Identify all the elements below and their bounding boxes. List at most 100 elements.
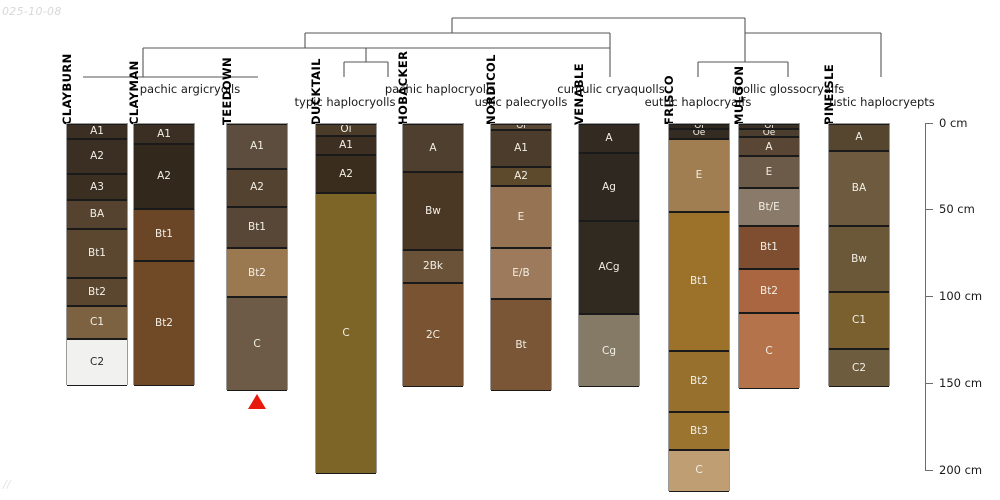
profile-column[interactable]: Oi Oe A E Bt/E Bt1 Bt2 C bbox=[738, 122, 800, 390]
horizon-Bt1[interactable]: Bt1 bbox=[134, 208, 194, 261]
dendrogram-leaf-typic-haplocryolls: typic haplocryolls bbox=[294, 95, 396, 109]
horizon-C2[interactable]: C2 bbox=[67, 338, 127, 386]
horizon-BA[interactable]: BA bbox=[67, 199, 127, 230]
profile-column[interactable]: A1 A2 Bt1 Bt2 C bbox=[226, 122, 288, 391]
horizon-E[interactable]: E bbox=[491, 185, 551, 249]
horizon-Cg[interactable]: Cg bbox=[579, 314, 639, 388]
axis-tick-label: 100 cm bbox=[939, 289, 983, 304]
horizon-label: Bt2 bbox=[87, 285, 106, 298]
horizon-A1[interactable]: A1 bbox=[227, 123, 287, 169]
horizon-C[interactable]: C bbox=[227, 297, 287, 391]
horizon-C1[interactable]: C1 bbox=[829, 291, 889, 350]
horizon-label: BA bbox=[89, 208, 105, 221]
horizon-label: A2 bbox=[514, 170, 528, 183]
horizon-Bt1[interactable]: Bt1 bbox=[669, 212, 729, 351]
profile-column[interactable]: A1 A2 A3 BA Bt1 Bt2 C1 C2 bbox=[66, 122, 128, 386]
horizon-A1[interactable]: A1 bbox=[316, 135, 376, 155]
horizon-Oe[interactable]: Oe bbox=[669, 128, 729, 140]
profile-label-clayman: CLAYMAN bbox=[127, 59, 141, 125]
horizon-Bt2[interactable]: Bt2 bbox=[134, 260, 194, 386]
profile-column[interactable]: Oi Oe E Bt1 Bt2 Bt3 C bbox=[668, 122, 730, 492]
horizon-label: E/B bbox=[512, 267, 530, 280]
dendrogram-leaf-cumulic-cryaquolls: cumulic cryaquolls bbox=[557, 82, 665, 96]
horizon-Bt1[interactable]: Bt1 bbox=[227, 206, 287, 249]
profile-label-venable: VENABLE bbox=[572, 62, 586, 125]
horizon-A1[interactable]: A1 bbox=[491, 130, 551, 167]
profile-column[interactable]: Oi A1 A2 E E/B Bt bbox=[490, 122, 552, 391]
profile-column[interactable]: A Bw 2Bk 2C bbox=[402, 122, 464, 388]
horizon-A3[interactable]: A3 bbox=[67, 173, 127, 200]
horizon-A2[interactable]: A2 bbox=[316, 154, 376, 193]
horizon-C[interactable]: C bbox=[316, 192, 376, 475]
horizon-Oi[interactable]: Oi bbox=[316, 123, 376, 136]
horizon-label: A bbox=[765, 140, 773, 153]
axis-tick-label: 0 cm bbox=[939, 115, 968, 130]
profile-column[interactable]: A Ag ACg Cg bbox=[578, 122, 640, 388]
horizon-label: Bt2 bbox=[154, 316, 173, 329]
horizon-label: C bbox=[342, 327, 350, 340]
horizon-BA[interactable]: BA bbox=[829, 151, 889, 226]
horizon-A1[interactable]: A1 bbox=[67, 123, 127, 140]
horizon-Bt1[interactable]: Bt1 bbox=[739, 225, 799, 270]
profile-column[interactable]: A BA Bw C1 C2 bbox=[828, 122, 890, 388]
horizon-A[interactable]: A bbox=[579, 123, 639, 153]
profile-column[interactable]: Oi A1 A2 C bbox=[315, 122, 377, 475]
horizon-E[interactable]: E bbox=[669, 139, 729, 213]
horizon-E[interactable]: E bbox=[739, 156, 799, 188]
horizon-label: A2 bbox=[250, 181, 264, 194]
horizon-Ag[interactable]: Ag bbox=[579, 153, 639, 221]
horizon-Bt2[interactable]: Bt2 bbox=[669, 350, 729, 412]
horizon-label: Oi bbox=[340, 123, 352, 136]
horizon-Bt2[interactable]: Bt2 bbox=[227, 248, 287, 298]
horizon-label: Bw bbox=[851, 252, 867, 265]
horizon-A2[interactable]: A2 bbox=[67, 139, 127, 174]
horizon-Bt-E[interactable]: Bt/E bbox=[739, 187, 799, 226]
horizon-C[interactable]: C bbox=[739, 312, 799, 390]
horizon-Bw[interactable]: Bw bbox=[829, 225, 889, 292]
horizon-Bt2[interactable]: Bt2 bbox=[67, 278, 127, 306]
horizon-A2[interactable]: A2 bbox=[227, 168, 287, 207]
horizon-Oe[interactable]: Oe bbox=[739, 128, 799, 138]
horizon-A[interactable]: A bbox=[829, 123, 889, 152]
horizon-label: E bbox=[517, 210, 525, 223]
horizon-E-B[interactable]: E/B bbox=[491, 248, 551, 299]
horizon-label: Bw bbox=[425, 204, 441, 217]
horizon-label: C2 bbox=[89, 355, 104, 368]
horizon-label: Bt2 bbox=[759, 284, 778, 297]
horizon-label: C1 bbox=[851, 314, 866, 327]
dendrogram-leaf-mollic-glossocryalfs: mollic glossocryalfs bbox=[731, 82, 845, 96]
horizon-label: A2 bbox=[90, 150, 104, 163]
horizon-Bw[interactable]: Bw bbox=[403, 172, 463, 251]
profile-label-frisco: FRISCO bbox=[662, 74, 676, 125]
horizon-A[interactable]: A bbox=[403, 123, 463, 173]
horizon-label: C1 bbox=[89, 316, 104, 328]
profile-column[interactable]: A1 A2 Bt1 Bt2 bbox=[133, 122, 195, 386]
horizon-A1[interactable]: A1 bbox=[134, 123, 194, 145]
horizon-Bt[interactable]: Bt bbox=[491, 298, 551, 391]
horizon-label: A2 bbox=[157, 170, 171, 183]
horizon-Bt1[interactable]: Bt1 bbox=[67, 229, 127, 278]
horizon-Bt2[interactable]: Bt2 bbox=[739, 269, 799, 313]
axis-tick bbox=[925, 469, 933, 471]
date-stamp: 025-10-08 bbox=[2, 5, 62, 18]
profile-marker-triangle-icon bbox=[248, 393, 266, 409]
horizon-label: Ag bbox=[602, 180, 616, 193]
horizon-A2[interactable]: A2 bbox=[134, 144, 194, 209]
horizon-ACg[interactable]: ACg bbox=[579, 220, 639, 315]
corner-mark: // bbox=[3, 478, 11, 491]
horizon-A[interactable]: A bbox=[739, 137, 799, 157]
horizon-C1[interactable]: C1 bbox=[67, 305, 127, 339]
horizon-Oi[interactable]: Oi bbox=[491, 123, 551, 131]
horizon-A2[interactable]: A2 bbox=[491, 166, 551, 186]
dendrogram-leaf-pachic-haplocryolls: pachic haplocryolls bbox=[384, 82, 496, 96]
horizon-C2[interactable]: C2 bbox=[829, 349, 889, 388]
horizon-C[interactable]: C bbox=[669, 449, 729, 492]
profile-label-nordicol: NORDICOL bbox=[484, 53, 498, 125]
horizon-2C[interactable]: 2C bbox=[403, 283, 463, 388]
axis-tick-label: 50 cm bbox=[939, 202, 975, 217]
horizon-label: A bbox=[429, 141, 437, 154]
axis-tick bbox=[925, 382, 933, 384]
profile-label-mulgon: MULGON bbox=[732, 65, 746, 125]
horizon-Bt3[interactable]: Bt3 bbox=[669, 411, 729, 450]
horizon-2Bk[interactable]: 2Bk bbox=[403, 250, 463, 284]
